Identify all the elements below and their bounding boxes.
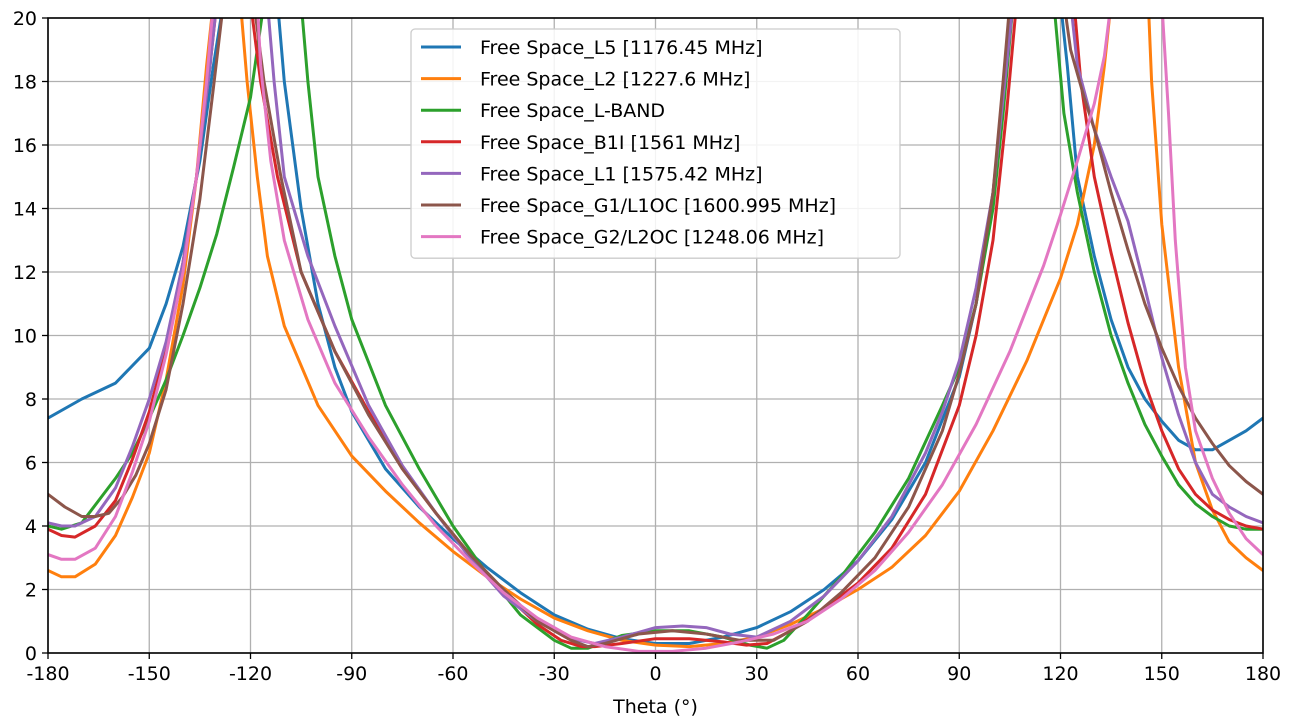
x-tick-label: -180 — [26, 663, 69, 685]
series-line-7 — [48, 18, 1263, 653]
y-tick-label: 4 — [25, 516, 37, 538]
x-axis-ticks: -180 -150 -120 -90 -60 -30 0 30 60 90 120 150 180 — [26, 653, 1281, 685]
x-axis-label: Theta (°) — [612, 696, 698, 718]
x-tick-label: -150 — [128, 663, 171, 685]
y-tick-label: 12 — [13, 262, 37, 284]
y-axis-ticks: 0 2 4 6 8 10 12 14 16 18 20 — [13, 8, 48, 665]
x-tick-label: 0 — [649, 663, 661, 685]
legend-label: Free Space_L2 [1227.6 MHz] — [480, 69, 750, 91]
legend-label: Free Space_B1I [1561 MHz] — [480, 132, 740, 154]
legend-label: Free Space_L5 [1176.45 MHz] — [480, 37, 763, 59]
legend: Free Space_L5 [1176.45 MHz] Free Space_L2… — [410, 28, 901, 259]
y-tick-label: 2 — [25, 580, 37, 602]
x-tick-label: 180 — [1245, 663, 1281, 685]
x-tick-label: -30 — [539, 663, 570, 685]
y-tick-label: 18 — [13, 72, 37, 94]
legend-label: Free Space_G1/L1OC [1600.995 MHz] — [480, 195, 836, 217]
x-tick-label: 120 — [1042, 663, 1078, 685]
x-tick-label: -120 — [229, 663, 272, 685]
series-line-3 — [48, 18, 1263, 650]
x-tick-label: 60 — [846, 663, 870, 685]
x-tick-label: -90 — [336, 663, 367, 685]
y-tick-label: 8 — [25, 389, 37, 411]
y-tick-label: 16 — [13, 135, 37, 157]
series-line-6 — [48, 18, 1263, 649]
x-tick-label: -60 — [437, 663, 468, 685]
legend-label: Free Space_G2/L2OC [1248.06 MHz] — [480, 227, 824, 249]
y-tick-label: 10 — [13, 326, 37, 348]
y-tick-label: 14 — [13, 199, 37, 221]
y-tick-label: 20 — [13, 8, 37, 30]
legend-label: Free Space_L-BAND — [480, 100, 665, 122]
x-tick-label: 90 — [947, 663, 971, 685]
legend-label: Free Space_L1 [1575.42 MHz] — [480, 163, 763, 185]
y-tick-label: 0 — [25, 643, 37, 665]
x-tick-label: 150 — [1144, 663, 1180, 685]
series-group — [48, 18, 1263, 653]
legend-box — [410, 28, 901, 259]
y-tick-label: 6 — [25, 453, 37, 475]
x-tick-label: 30 — [745, 663, 769, 685]
